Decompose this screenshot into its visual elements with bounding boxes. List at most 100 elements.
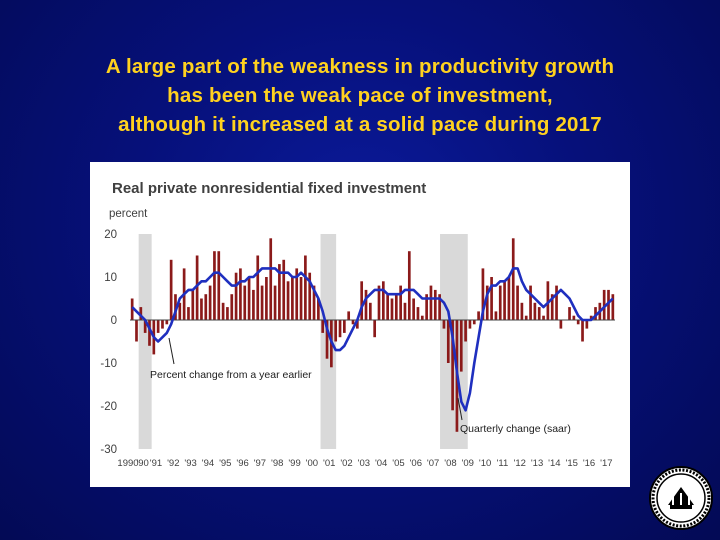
x-tick-label-8: '97 [254,458,266,469]
x-tick-label-5: '94 [202,458,214,469]
bar-57 [377,285,381,320]
bar-111 [611,294,615,320]
x-tick-label-9: '98 [271,458,283,469]
bar-110 [607,289,610,320]
bar-86 [503,281,506,320]
bar-6 [156,320,160,333]
bar-82 [485,285,489,320]
bar-23 [230,294,234,320]
bar-103 [576,320,580,325]
bar-42 [312,285,316,320]
bar-99 [559,320,563,329]
chart-panel: Real private nonresidential fixed invest… [90,162,630,487]
bar-59 [386,294,389,320]
x-tick-label-16: '05 [392,458,404,469]
bar-28 [252,289,255,320]
bar-7 [161,320,164,329]
bar-65 [412,298,415,320]
bar-1 [135,320,138,342]
x-tick-label-11: '00 [306,458,318,469]
bar-87 [507,277,511,320]
bar-101 [568,307,571,320]
bar-41 [308,272,312,320]
x-tick-label-10: '99 [288,458,300,469]
bar-68 [425,294,428,320]
bar-25 [239,268,242,320]
title-line-2: has been the weak pace of investment, [167,84,553,107]
bar-70 [433,289,437,320]
bar-71 [438,294,441,320]
bar-81 [481,268,485,320]
bar-29 [256,255,260,320]
x-tick-label-12: '01 [323,458,335,469]
x-tick-label-2: '91 [150,458,162,469]
bar-18 [208,285,212,320]
bar-88 [511,238,515,320]
x-tick-label-24: '13 [531,458,543,469]
x-tick-label-4: '93 [184,458,196,469]
x-tick-label-17: '06 [410,458,422,469]
bar-37 [291,277,294,320]
bar-49 [343,320,346,333]
y-tick-label-0: 20 [104,229,117,241]
bar-91 [524,315,528,320]
bar-51 [351,320,355,325]
bar-19 [213,251,216,320]
bar-109 [602,289,606,320]
bar-27 [247,277,251,320]
bar-48 [338,320,342,338]
bar-10 [174,294,177,320]
bar-107 [594,307,597,320]
x-tick-label-19: '08 [444,458,456,469]
bar-14 [191,289,195,320]
x-tick-label-18: '07 [427,458,439,469]
annotation-yoy: Percent change from a year earlier [150,369,312,381]
bar-35 [282,259,286,320]
y-axis-label: percent [109,208,148,220]
bar-8 [165,320,169,325]
bar-78 [468,320,472,329]
bar-106 [589,315,593,320]
annotation-quarterly: Quarterly change (saar) [460,423,571,435]
bar-43 [317,298,320,320]
x-tick-label-6: '95 [219,458,231,469]
bar-95 [542,315,545,320]
bar-63 [403,302,407,320]
bar-33 [273,285,277,320]
x-tick-label-21: '10 [479,458,491,469]
x-tick-label-7: '96 [236,458,248,469]
chart-title: Real private nonresidential fixed invest… [112,180,426,197]
x-tick-label-1: '90 [136,458,148,469]
y-axis-ticks: 20 10 0 -10 -20 -30 [100,229,117,456]
bar-89 [516,285,519,320]
recession-band-0 [138,234,152,449]
bar-56 [373,320,377,338]
bar-92 [529,285,532,320]
bar-9 [169,259,173,320]
x-tick-label-22: '11 [497,458,509,469]
bar-80 [477,311,480,320]
annotation-arrow-quarterly [457,397,463,421]
bar-4 [148,320,151,346]
x-tick-label-3: '92 [167,458,179,469]
bar-84 [494,311,498,320]
bar-104 [581,320,584,342]
title-line-1: A large part of the weakness in producti… [105,55,615,78]
bar-69 [429,285,433,320]
bar-60 [390,298,394,320]
x-tick-label-25: '14 [548,458,560,469]
bar-24 [234,272,238,320]
bar-54 [364,289,368,320]
y-tick-label-3: -10 [100,358,117,370]
bar-61 [394,294,398,320]
bar-11 [178,302,182,320]
bar-36 [286,281,290,320]
bar-102 [572,315,576,320]
x-tick-label-28: '17 [600,458,612,469]
bar-105 [585,320,589,329]
bar-93 [533,302,537,320]
bar-45 [325,320,329,359]
annotation-arrow-yoy [168,337,175,365]
x-axis-ticks: 1990'90'91 '92 '93 '94 '95 '96 '97 '98 '99 '00 '01… [117,458,612,469]
bar-34 [278,264,281,320]
